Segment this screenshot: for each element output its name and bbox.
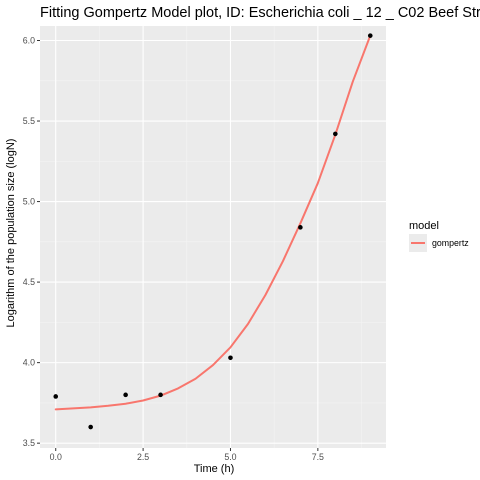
- series-points: [53, 33, 373, 430]
- legend-label-gompertz: gompertz: [432, 238, 469, 248]
- y-axis-title: Logarithm of the population size (logN): [5, 139, 17, 328]
- data-point: [367, 33, 373, 38]
- data-point: [53, 394, 59, 399]
- plot-area: [40, 26, 386, 448]
- legend-title: model: [409, 220, 439, 232]
- legend: model gompertz: [409, 220, 469, 252]
- data-point: [123, 392, 128, 398]
- data-point: [298, 225, 303, 230]
- data-point: [88, 424, 93, 430]
- series-lines: [54, 34, 372, 411]
- x-axis-title: Time (h): [194, 463, 235, 475]
- y-tick-label: 4.0: [23, 358, 35, 368]
- y-tick-label: 5.0: [23, 197, 35, 207]
- plot-panel: [40, 26, 386, 448]
- series-line-gompertz: [54, 34, 372, 411]
- grid-minor: [40, 26, 386, 448]
- data-point: [228, 355, 233, 361]
- y-tick-label: 6.0: [23, 35, 35, 45]
- y-tick-label: 5.5: [23, 116, 35, 126]
- chart-title: Fitting Gompertz Model plot, ID: Escheri…: [40, 5, 480, 21]
- x-tick-label: 7.5: [312, 452, 324, 462]
- data-point: [333, 131, 338, 137]
- y-axis: 3.5 4.0 4.5 5.0 5.5 6.0: [23, 35, 40, 448]
- x-tick-label: 2.5: [137, 452, 149, 462]
- grid-major: [40, 26, 386, 448]
- y-tick-label: 4.5: [23, 277, 35, 287]
- x-tick-label: 0.0: [50, 452, 62, 462]
- x-tick-label: 5.0: [224, 452, 236, 462]
- data-point: [158, 392, 163, 398]
- y-tick-label: 3.5: [23, 438, 35, 448]
- x-axis: 0.0 2.5 5.0 7.5: [50, 448, 324, 462]
